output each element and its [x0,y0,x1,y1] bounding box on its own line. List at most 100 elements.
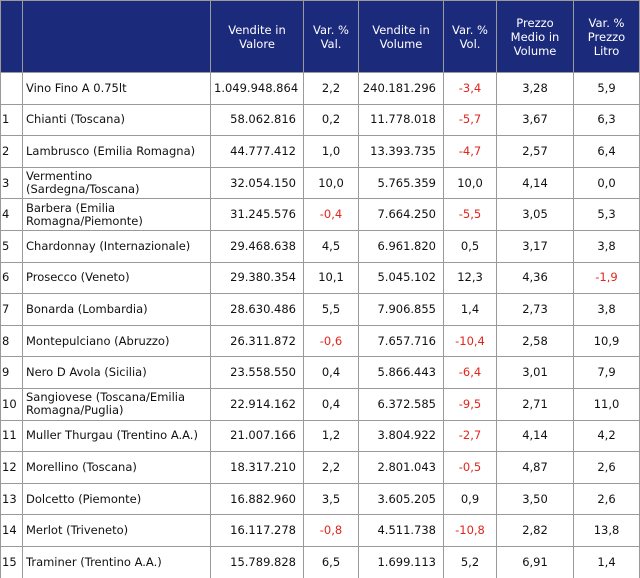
name-cell: Chardonnay (Internazionale) [22,229,211,263]
value-cell: 1.049.948.864 [210,72,304,105]
value-cell: 0,2 [303,103,359,137]
value-cell: 10,9 [573,324,640,358]
value-cell: 3,28 [496,72,574,105]
table-row: 6 Prosecco (Veneto) 29.380.354 10,1 5.045.10… [0,261,640,295]
value-cell: 32.054.150 [210,166,304,200]
value-cell: -0,6 [303,324,359,358]
value-cell: 3,17 [496,229,574,263]
value-cell: 3,67 [496,103,574,137]
header-cell: Vendite in Volume [358,0,444,73]
value-cell: -0,4 [303,198,359,231]
value-cell: 2,58 [496,324,574,358]
value-cell: 5,9 [573,72,640,105]
value-cell: 31.245.576 [210,198,304,231]
value-cell: 2,71 [496,387,574,421]
value-cell: 6,3 [573,103,640,137]
name-cell: Barbera (Emilia Romagna/Piemonte) [22,198,211,231]
value-cell: 13.393.735 [358,135,444,168]
value-cell: 3,05 [496,198,574,231]
value-cell: 11,0 [573,387,640,421]
header-cell [22,0,211,73]
table-row: 3 Vermentino (Sardegna/Toscana) 32.054.150… [0,166,640,200]
table-row: Vino Fino A 0.75lt 1.049.948.864 2,2 240.18… [0,72,640,105]
rank-cell: 15 [0,545,23,578]
value-cell: 11.778.018 [358,103,444,137]
header-cell [0,0,23,73]
value-cell: -0,5 [443,451,497,484]
value-cell: -9,5 [443,387,497,421]
value-cell: 16.882.960 [210,482,304,516]
value-cell: 10,0 [303,166,359,200]
value-cell: 6,5 [303,545,359,578]
value-cell: 44.777.412 [210,135,304,168]
rank-cell: 6 [0,261,23,295]
value-cell: 240.181.296 [358,72,444,105]
name-cell: Nero D Avola (Sicilia) [22,356,211,389]
value-cell: 2,2 [303,72,359,105]
value-cell: 1,4 [443,293,497,326]
value-cell: 0,0 [573,166,640,200]
name-cell: Morellino (Toscana) [22,451,211,484]
value-cell: 2,6 [573,482,640,516]
value-cell: 21.007.166 [210,419,304,453]
value-cell: 22.914.162 [210,387,304,421]
table-row: 7 Bonarda (Lombardia) 28.630.486 5,5 7.906.8… [0,293,640,326]
rank-cell [0,72,23,105]
value-cell: -4,7 [443,135,497,168]
value-cell: 3.605.205 [358,482,444,516]
rank-cell: 12 [0,451,23,484]
value-cell: -10,4 [443,324,497,358]
value-cell: 7.664.250 [358,198,444,231]
value-cell: 3,5 [303,482,359,516]
value-cell: 4,36 [496,261,574,295]
value-cell: 10,1 [303,261,359,295]
value-cell: 4,14 [496,166,574,200]
name-cell: Chianti (Toscana) [22,103,211,137]
value-cell: 5.866.443 [358,356,444,389]
table-row: 10 Sangiovese (Toscana/Emilia Romagna/Pug… [0,387,640,421]
table-row: 4 Barbera (Emilia Romagna/Piemonte) 31.245… [0,198,640,231]
value-cell: 3.804.922 [358,419,444,453]
table-row: 1 Chianti (Toscana) 58.062.816 0,2 11.778.01… [0,103,640,137]
table-row: 9 Nero D Avola (Sicilia) 23.558.550 0,4 5.86… [0,356,640,389]
value-cell: 4,87 [496,451,574,484]
value-cell: 18.317.210 [210,451,304,484]
table-row: 11 Muller Thurgau (Trentino A.A.) 21.007.1… [0,419,640,453]
name-cell: Lambrusco (Emilia Romagna) [22,135,211,168]
value-cell: 0,4 [303,387,359,421]
table-row: 14 Merlot (Triveneto) 16.117.278 -0,8 4.511.… [0,514,640,547]
table-row: 12 Morellino (Toscana) 18.317.210 2,2 2.801.… [0,451,640,484]
value-cell: 15.789.828 [210,545,304,578]
table-row: 15 Traminer (Trentino A.A.) 15.789.828 6,5 1… [0,545,640,578]
value-cell: 28.630.486 [210,293,304,326]
value-cell: 1.699.113 [358,545,444,578]
header-cell: Var. % Val. [303,0,359,73]
value-cell: 12,3 [443,261,497,295]
value-cell: -5,5 [443,198,497,231]
value-cell: 6.961.820 [358,229,444,263]
rank-cell: 7 [0,293,23,326]
header-cell: Vendite in Valore [210,0,304,73]
rank-cell: 5 [0,229,23,263]
value-cell: 2,6 [573,451,640,484]
value-cell: 29.468.638 [210,229,304,263]
value-cell: 7.906.855 [358,293,444,326]
value-cell: 7.657.716 [358,324,444,358]
value-cell: 3,8 [573,293,640,326]
value-cell: 2.801.043 [358,451,444,484]
table-row: 5 Chardonnay (Internazionale) 29.468.638 4,… [0,229,640,263]
header-cell: Var. % Prezzo Litro [573,0,640,73]
value-cell: 0,4 [303,356,359,389]
rank-cell: 1 [0,103,23,137]
value-cell: 5.045.102 [358,261,444,295]
name-cell: Vermentino (Sardegna/Toscana) [22,166,211,200]
name-cell: Traminer (Trentino A.A.) [22,545,211,578]
name-cell: Vino Fino A 0.75lt [22,72,211,105]
rank-cell: 9 [0,356,23,389]
value-cell: 2,82 [496,514,574,547]
table-row: 13 Dolcetto (Piemonte) 16.882.960 3,5 3.605.… [0,482,640,516]
value-cell: -10,8 [443,514,497,547]
value-cell: 10,0 [443,166,497,200]
table-body: Vino Fino A 0.75lt 1.049.948.864 2,2 240.18… [0,72,640,578]
value-cell: -0,8 [303,514,359,547]
